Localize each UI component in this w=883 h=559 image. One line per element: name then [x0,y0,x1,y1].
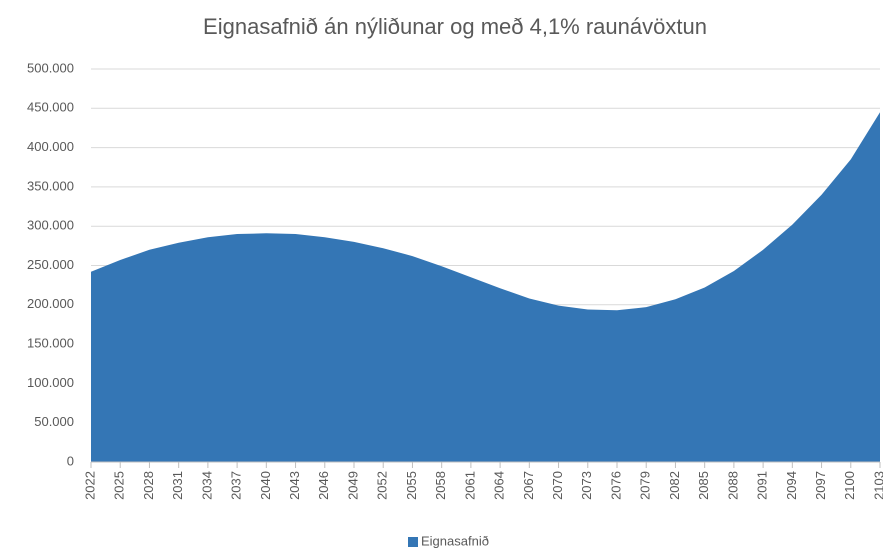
x-tick-label: 2031 [170,471,185,500]
x-tick-label: 2040 [258,471,273,500]
x-tick-label: 2061 [462,471,477,500]
x-tick-label: 2070 [550,471,565,500]
y-tick-label: 100.000 [27,375,74,390]
x-tick-label: 2073 [579,471,594,500]
x-tick-label: 2022 [82,471,97,500]
x-tick-label: 2076 [608,471,623,500]
y-tick-label: 350.000 [27,178,74,193]
x-tick-label: 2091 [755,471,770,500]
y-tick-label: 400.000 [27,139,74,154]
y-tick-label: 500.000 [27,60,74,75]
chart-title: Eignasafnið án nýliðunar og með 4,1% rau… [203,14,707,39]
y-tick-label: 0 [67,453,74,468]
y-tick-label: 300.000 [27,218,74,233]
legend-label: Eignasafnið [421,533,489,548]
x-tick-label: 2079 [638,471,653,500]
x-tick-label: 2055 [404,471,419,500]
x-tick-label: 2037 [229,471,244,500]
x-tick-label: 2052 [375,471,390,500]
x-tick-label: 2103 [871,471,883,500]
x-tick-label: 2097 [813,471,828,500]
x-tick-label: 2046 [316,471,331,500]
x-tick-label: 2025 [112,471,127,500]
y-tick-label: 200.000 [27,296,74,311]
x-tick-label: 2058 [433,471,448,500]
x-tick-label: 2049 [345,471,360,500]
y-tick-label: 250.000 [27,257,74,272]
legend-swatch [408,537,418,547]
x-tick-label: 2094 [784,471,799,500]
area [91,112,880,462]
y-tick-label: 450.000 [27,100,74,115]
x-tick-label: 2085 [696,471,711,500]
x-tick-label: 2088 [725,471,740,500]
y-tick-label: 50.000 [34,414,74,429]
x-tick-label: 2028 [141,471,156,500]
x-tick-label: 2034 [199,471,214,500]
y-tick-label: 150.000 [27,336,74,351]
x-tick-label: 2064 [492,471,507,500]
x-tick-label: 2100 [842,471,857,500]
x-tick-label: 2067 [521,471,536,500]
x-tick-label: 2043 [287,471,302,500]
x-tick-label: 2082 [667,471,682,500]
